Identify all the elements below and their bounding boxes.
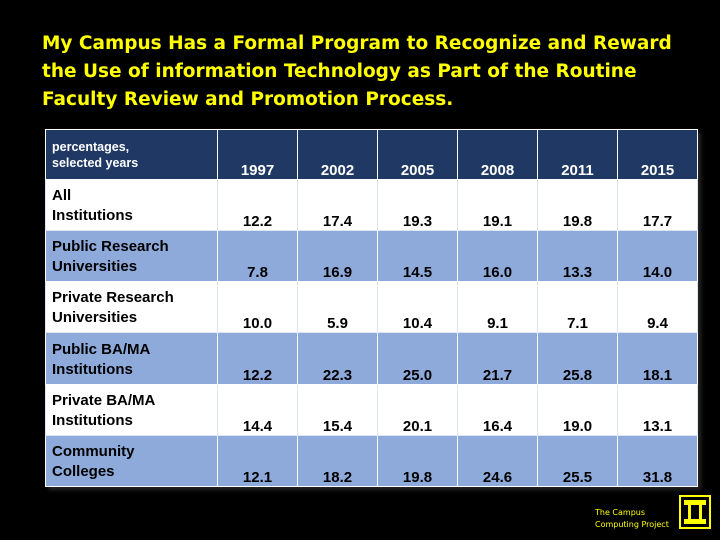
table-cell-value: 21.7 [457,332,538,385]
footer-credit-line: Computing Project [595,520,669,529]
column-header-year: 2002 [297,129,378,180]
table-header-row: percentages, selected years 1997 2002 20… [45,129,698,180]
table-row: Public Research Universities 7.8 16.9 14.5 16… [45,230,698,283]
row-label-line: Public BA/MA [52,340,151,358]
data-table: percentages, selected years 1997 2002 20… [45,129,698,488]
table-cell-value: 13.3 [537,230,618,283]
row-label-line: Universities [52,258,138,276]
column-header-year: 2011 [537,129,618,180]
table-cell-value: 14.5 [377,230,458,283]
table-cell-value: 19.0 [537,383,618,436]
row-label: Private BA/MA Institutions [45,383,218,436]
table-cell-value: 12.1 [217,434,298,488]
table-cell-value: 24.6 [457,434,538,488]
table-cell-value: 22.3 [297,332,378,385]
table-cell-value: 5.9 [297,281,378,334]
table-cell-value: 13.1 [617,383,698,436]
table-cell-value: 25.8 [537,332,618,385]
corner-label-line: percentages, [52,139,130,154]
table-cell-value: 19.3 [377,178,458,232]
corner-label-line: selected years [52,155,139,170]
table-cell-value: 16.4 [457,383,538,436]
table-cell-value: 17.4 [297,178,378,232]
row-label: Community Colleges [45,434,218,488]
table-cell-value: 10.4 [377,281,458,334]
table-cell-value: 12.2 [217,332,298,385]
row-label: Private Research Universities [45,281,218,334]
table-cell-value: 14.4 [217,383,298,436]
table-cell-value: 17.7 [617,178,698,232]
column-header-year: 2008 [457,129,538,180]
column-header-year: 1997 [217,129,298,180]
table-cell-value: 25.0 [377,332,458,385]
row-label: All Institutions [45,178,218,232]
table-cell-value: 9.1 [457,281,538,334]
table-cell-value: 18.1 [617,332,698,385]
table-row: Community Colleges 12.1 18.2 19.8 24.6 25.5 31.… [45,434,698,488]
table-row: Private BA/MA Institutions 14.4 15.4 20.1 16.… [45,383,698,436]
table-cell-value: 10.0 [217,281,298,334]
table-cell-value: 19.1 [457,178,538,232]
table-cell-value: 15.4 [297,383,378,436]
table-cell-value: 16.0 [457,230,538,283]
table-cell-value: 9.4 [617,281,698,334]
row-label: Public Research Universities [45,230,218,283]
campus-computing-logo-icon [679,495,711,529]
row-label-line: Private Research [52,289,174,307]
row-label-line: All [52,187,72,205]
table-cell-value: 19.8 [537,178,618,232]
table-cell-value: 25.5 [537,434,618,488]
row-label-line: Private BA/MA [52,391,156,409]
row-label-line: Colleges [52,463,115,480]
column-header-year: 2005 [377,129,458,180]
table-cell-value: 7.8 [217,230,298,283]
table-cell-value: 19.8 [377,434,458,488]
table-cell-value: 18.2 [297,434,378,488]
logo-graphic [681,497,709,527]
row-label-line: Institutions [52,360,133,378]
table-cell-value: 14.0 [617,230,698,283]
table-cell-value: 16.9 [297,230,378,283]
row-label-line: Universities [52,309,138,327]
row-label-line: Institutions [52,411,133,429]
table-row: Public BA/MA Institutions 12.2 22.3 25.0 21.7… [45,332,698,385]
table-row: All Institutions 12.2 17.4 19.3 19.1 19.8 17.7 [45,178,698,232]
table-cell-value: 20.1 [377,383,458,436]
row-label-line: Public Research [52,238,169,256]
slide-title: My Campus Has a Formal Program to Recogn… [42,33,672,110]
row-label-line: Community [52,443,135,460]
row-label: Public BA/MA Institutions [45,332,218,385]
row-label-line: Institutions [52,207,133,225]
column-header-year: 2015 [617,129,698,180]
table-cell-value: 7.1 [537,281,618,334]
corner-label: percentages, selected years [45,129,218,180]
table-row: Private Research Universities 10.0 5.9 10.4 9… [45,281,698,334]
table-cell-value: 31.8 [617,434,698,488]
footer-credit-line: The Campus [595,508,646,517]
footer-credit: The Campus Computing Project [595,507,669,531]
table-cell-value: 12.2 [217,178,298,232]
